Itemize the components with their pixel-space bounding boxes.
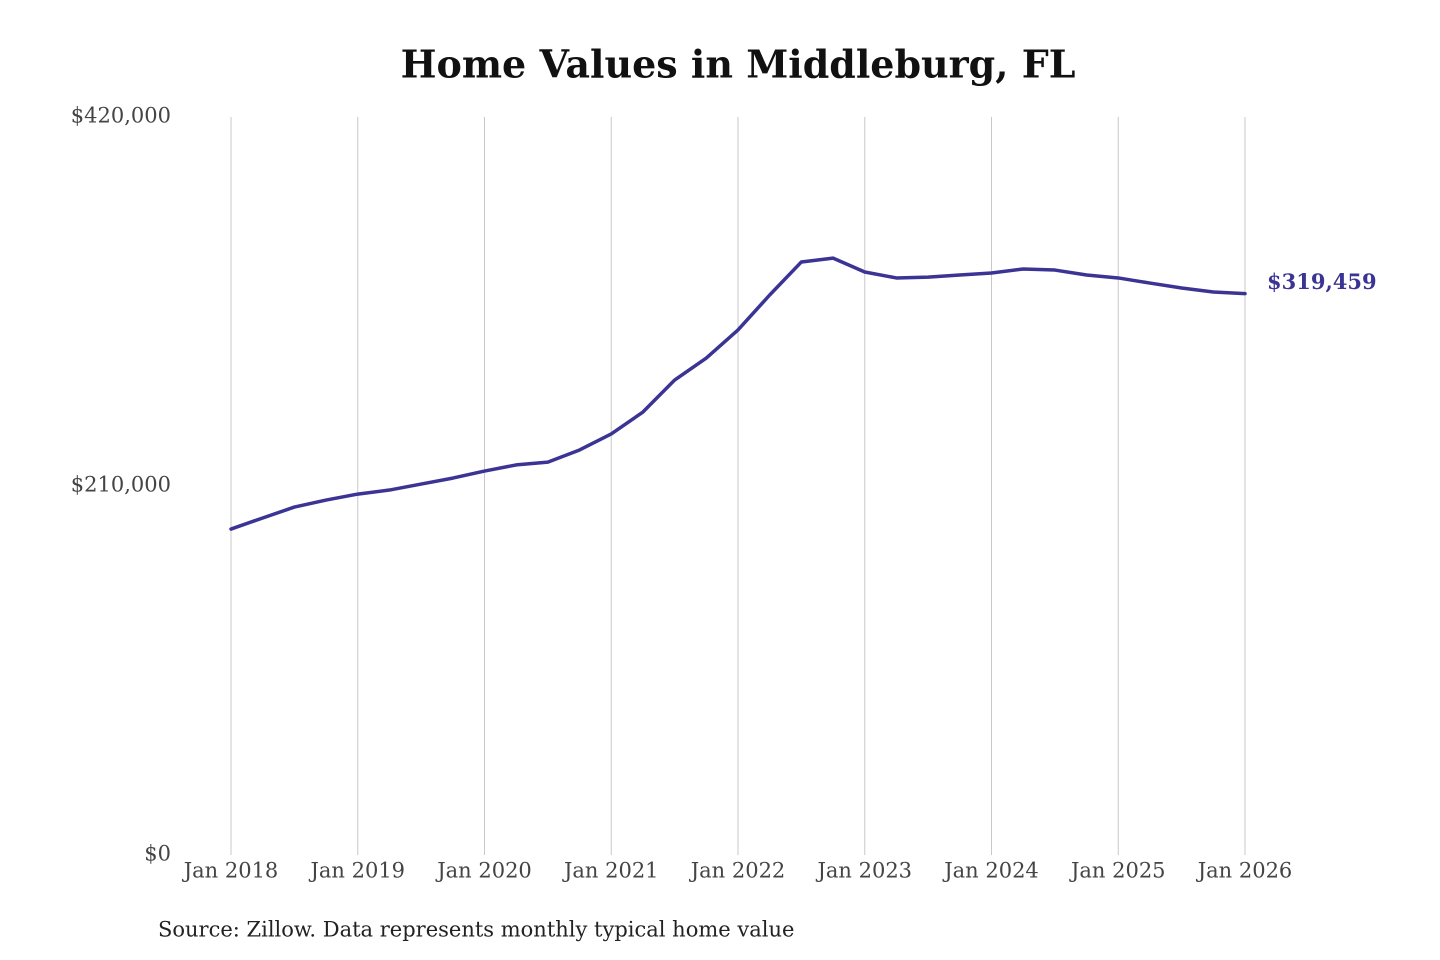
y-tick-label: $210,000 [71,473,171,497]
value-label: $319,459 [1267,269,1377,294]
x-tick-label: Jan 2026 [1196,859,1293,883]
x-tick-label: Jan 2024 [942,859,1039,883]
x-tick-label: Jan 2020 [435,859,532,883]
line [229,256,1247,531]
x-tick-label: Jan 2023 [815,859,912,883]
chart-title: Home Values in Middleburg, FL [401,42,1076,87]
y-tick-label: $0 [144,842,171,866]
x-tick-label: Jan 2025 [1069,859,1166,883]
x-tick-label: Jan 2021 [562,859,659,883]
x-tick-label: Jan 2022 [689,859,786,883]
y-tick-label: $420,000 [71,104,171,128]
x-tick-label: Jan 2018 [182,859,279,883]
source-note: Source: Zillow. Data represents monthly … [158,918,794,942]
x-tick-label: Jan 2019 [308,859,405,883]
